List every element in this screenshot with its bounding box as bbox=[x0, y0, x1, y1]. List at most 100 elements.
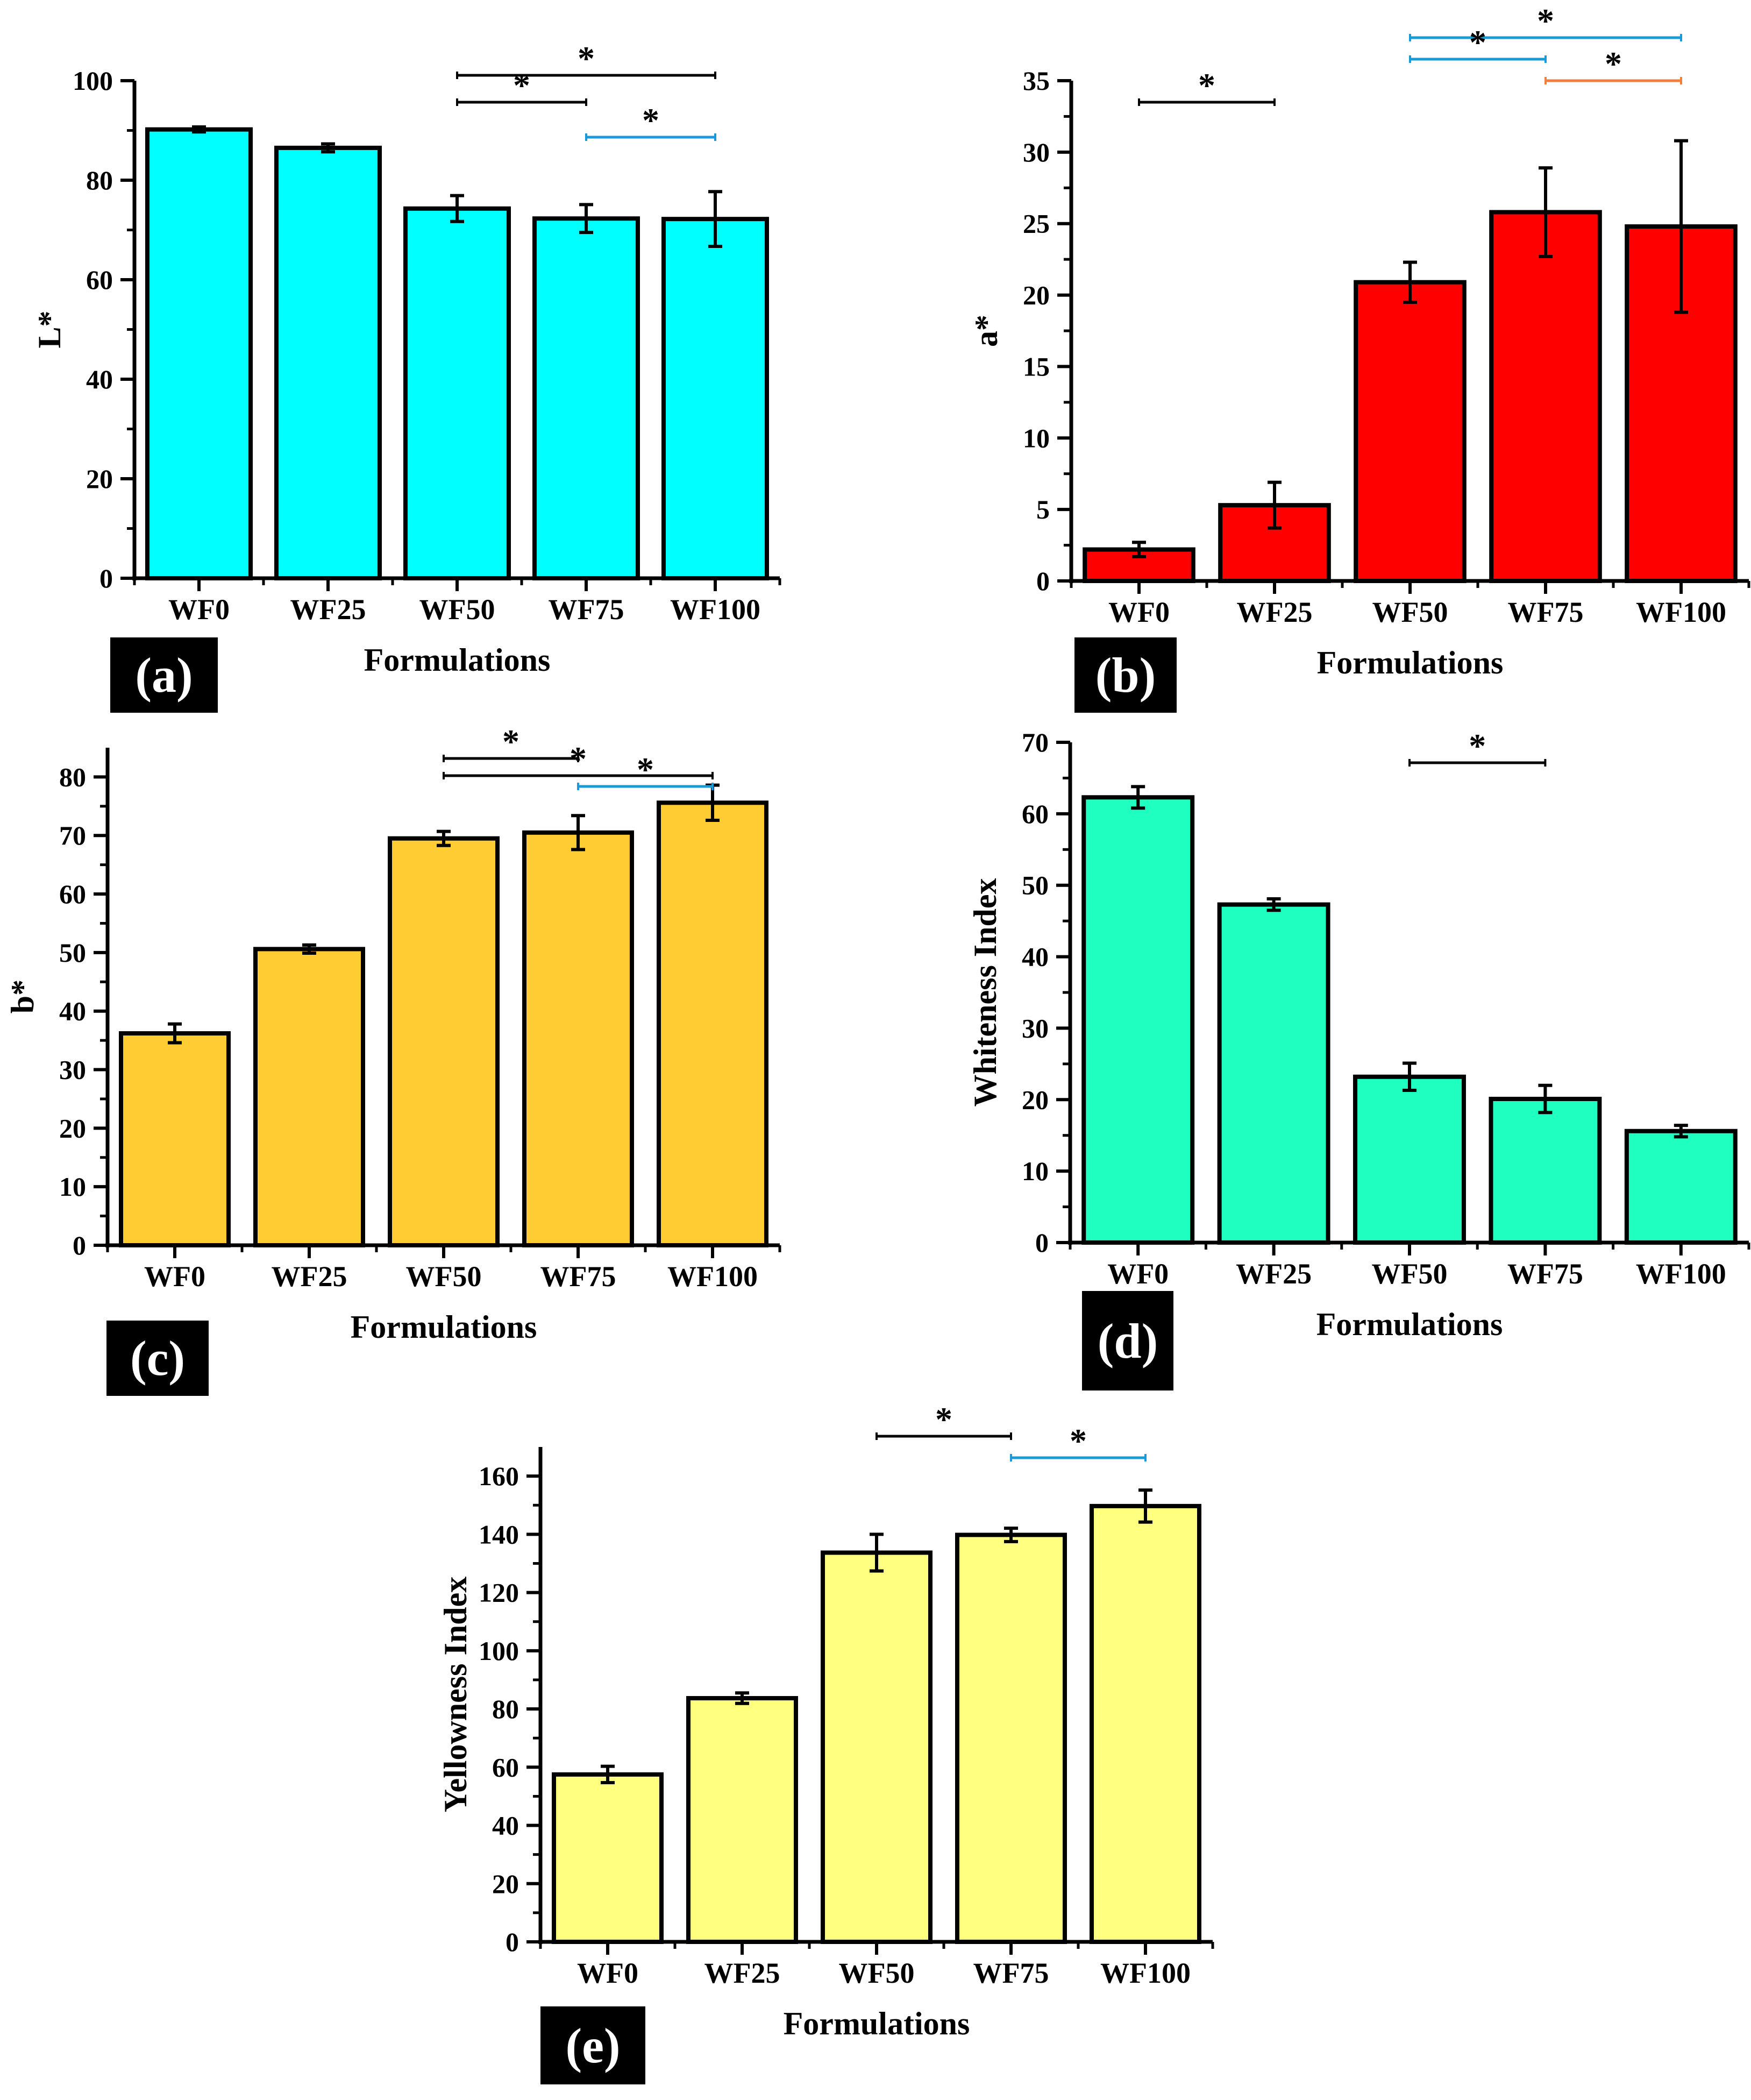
y-tick-label: 10 bbox=[1022, 1156, 1049, 1186]
bar-wf50 bbox=[1353, 1074, 1466, 1245]
chart-b: 0 5 10 15 20 25 30 35 WF0 WF25 WF50 WF75 WF100 Formul… bbox=[969, 2, 1750, 680]
y-tick-label: 20 bbox=[86, 464, 113, 494]
y-tick-label: 80 bbox=[86, 165, 113, 195]
x-tick-label-wf25: WF25 bbox=[704, 1957, 780, 1989]
y-tick-label: 25 bbox=[1023, 209, 1050, 239]
chart-d: 0 10 20 30 40 50 60 70 WF0 WF25 WF50 WF75 WF100 Formu… bbox=[967, 727, 1750, 1342]
x-tick-label-wf0: WF0 bbox=[168, 593, 230, 626]
bar-wf25 bbox=[274, 145, 382, 580]
chart-a: 0 20 40 60 80 100 WF0 WF25 WF50 WF75 WF100 Formulat… bbox=[32, 39, 781, 678]
y-tick-label: 20 bbox=[492, 1869, 519, 1899]
x-axis-title: Formulations bbox=[1317, 645, 1504, 680]
x-tick-label-wf25: WF25 bbox=[290, 593, 366, 626]
bar-wf100 bbox=[1090, 1503, 1201, 1944]
x-axis-title: Formulations bbox=[364, 642, 551, 678]
x-tick-label-wf25: WF25 bbox=[1236, 1258, 1312, 1290]
x-tick-label-wf75: WF75 bbox=[1507, 1258, 1583, 1290]
y-tick-label: 40 bbox=[59, 996, 86, 1026]
bar-wf75 bbox=[955, 1533, 1067, 1944]
y-axis-title: a* bbox=[969, 315, 1004, 347]
y-tick-label: 0 bbox=[73, 1230, 86, 1260]
bar-wf0 bbox=[552, 1772, 664, 1945]
y-tick-label: 40 bbox=[86, 364, 113, 394]
panel-tag-d: (d) bbox=[1082, 1291, 1173, 1390]
y-tick-label: 60 bbox=[59, 879, 86, 909]
y-tick-label: 40 bbox=[492, 1811, 519, 1841]
x-tick-label-wf75: WF75 bbox=[973, 1957, 1049, 1989]
y-tick-label: 100 bbox=[73, 66, 113, 96]
y-tick-label: 70 bbox=[1022, 727, 1049, 757]
panel-tag-c: (c) bbox=[106, 1321, 209, 1396]
y-tick-label: 100 bbox=[479, 1636, 519, 1666]
y-tick-label: 5 bbox=[1036, 494, 1050, 524]
bar-wf0 bbox=[119, 1031, 231, 1247]
x-tick-label-wf25: WF25 bbox=[272, 1260, 347, 1293]
y-axis-title: L* bbox=[32, 310, 67, 348]
x-tick-label-wf0: WF0 bbox=[577, 1957, 638, 1989]
y-tick-label: 0 bbox=[1036, 566, 1050, 596]
bar-wf25 bbox=[253, 947, 365, 1247]
x-tick-label-wf50: WF50 bbox=[406, 1260, 482, 1293]
bar-wf100 bbox=[1625, 224, 1738, 583]
y-axis-title: Yellowness Index bbox=[438, 1577, 473, 1812]
chart-e: 0 20 40 60 80 100 120 140 160 WF0 WF25 WF50 WF75 WF10… bbox=[438, 1400, 1214, 2041]
y-tick-label: 20 bbox=[1023, 280, 1050, 310]
y-tick-label: 30 bbox=[1022, 1013, 1049, 1043]
y-tick-label: 20 bbox=[1022, 1084, 1049, 1115]
y-tick-label: 0 bbox=[506, 1927, 519, 1957]
significance-star: * bbox=[1469, 727, 1486, 765]
significance-star: * bbox=[935, 1400, 952, 1438]
bar-wf50 bbox=[403, 206, 511, 581]
y-tick-label: 0 bbox=[1035, 1228, 1049, 1258]
x-tick-label-wf100: WF100 bbox=[1636, 1258, 1726, 1290]
y-tick-label: 30 bbox=[1023, 137, 1050, 167]
bar-wf75 bbox=[532, 216, 640, 581]
y-tick-label: 35 bbox=[1023, 66, 1050, 96]
significance-star: * bbox=[1198, 66, 1215, 104]
bar-wf50 bbox=[821, 1550, 933, 1944]
bar-wf75 bbox=[1489, 210, 1602, 583]
y-tick-label: 140 bbox=[479, 1519, 519, 1549]
x-tick-label-wf0: WF0 bbox=[1107, 1258, 1169, 1290]
panel-tag-a: (a) bbox=[110, 637, 218, 713]
y-axis-title: Whiteness Index bbox=[967, 878, 1003, 1106]
y-tick-label: 10 bbox=[59, 1172, 86, 1202]
y-tick-label: 50 bbox=[1022, 870, 1049, 900]
bar-wf100 bbox=[1624, 1129, 1738, 1245]
x-tick-label-wf50: WF50 bbox=[1372, 596, 1448, 628]
y-tick-label: 60 bbox=[492, 1752, 519, 1782]
y-tick-label: 80 bbox=[59, 762, 86, 792]
significance-star: * bbox=[637, 750, 654, 789]
bar-wf0 bbox=[145, 127, 253, 580]
y-tick-label: 30 bbox=[59, 1055, 86, 1085]
y-axis-title: b* bbox=[5, 980, 40, 1013]
y-tick-label: 15 bbox=[1023, 351, 1050, 381]
significance-star: * bbox=[578, 39, 595, 77]
x-tick-label-wf100: WF100 bbox=[670, 593, 760, 626]
significance-star: * bbox=[1070, 1422, 1087, 1460]
significance-star: * bbox=[513, 66, 530, 104]
y-tick-label: 50 bbox=[59, 938, 86, 968]
bar-wf50 bbox=[1354, 280, 1467, 583]
significance-star: * bbox=[1469, 23, 1486, 61]
x-tick-label-wf50: WF50 bbox=[839, 1957, 915, 1989]
x-tick-label-wf0: WF0 bbox=[1108, 596, 1170, 628]
y-tick-label: 120 bbox=[479, 1578, 519, 1608]
x-tick-label-wf50: WF50 bbox=[419, 593, 495, 626]
y-tick-label: 40 bbox=[1022, 942, 1049, 972]
y-tick-label: 60 bbox=[86, 265, 113, 295]
x-tick-label-wf0: WF0 bbox=[144, 1260, 205, 1293]
y-tick-label: 80 bbox=[492, 1694, 519, 1724]
significance-star: * bbox=[1537, 2, 1554, 40]
bar-wf0 bbox=[1081, 795, 1195, 1245]
x-tick-label-wf100: WF100 bbox=[1636, 596, 1726, 628]
significance-star: * bbox=[502, 722, 519, 761]
x-axis-title: Formulations bbox=[351, 1309, 537, 1345]
x-tick-label-wf100: WF100 bbox=[667, 1260, 758, 1293]
y-tick-label: 70 bbox=[59, 820, 86, 850]
bar-wf50 bbox=[388, 836, 500, 1248]
x-axis-title: Formulations bbox=[784, 2006, 970, 2041]
y-tick-label: 0 bbox=[99, 563, 113, 593]
bar-wf25 bbox=[686, 1696, 798, 1944]
